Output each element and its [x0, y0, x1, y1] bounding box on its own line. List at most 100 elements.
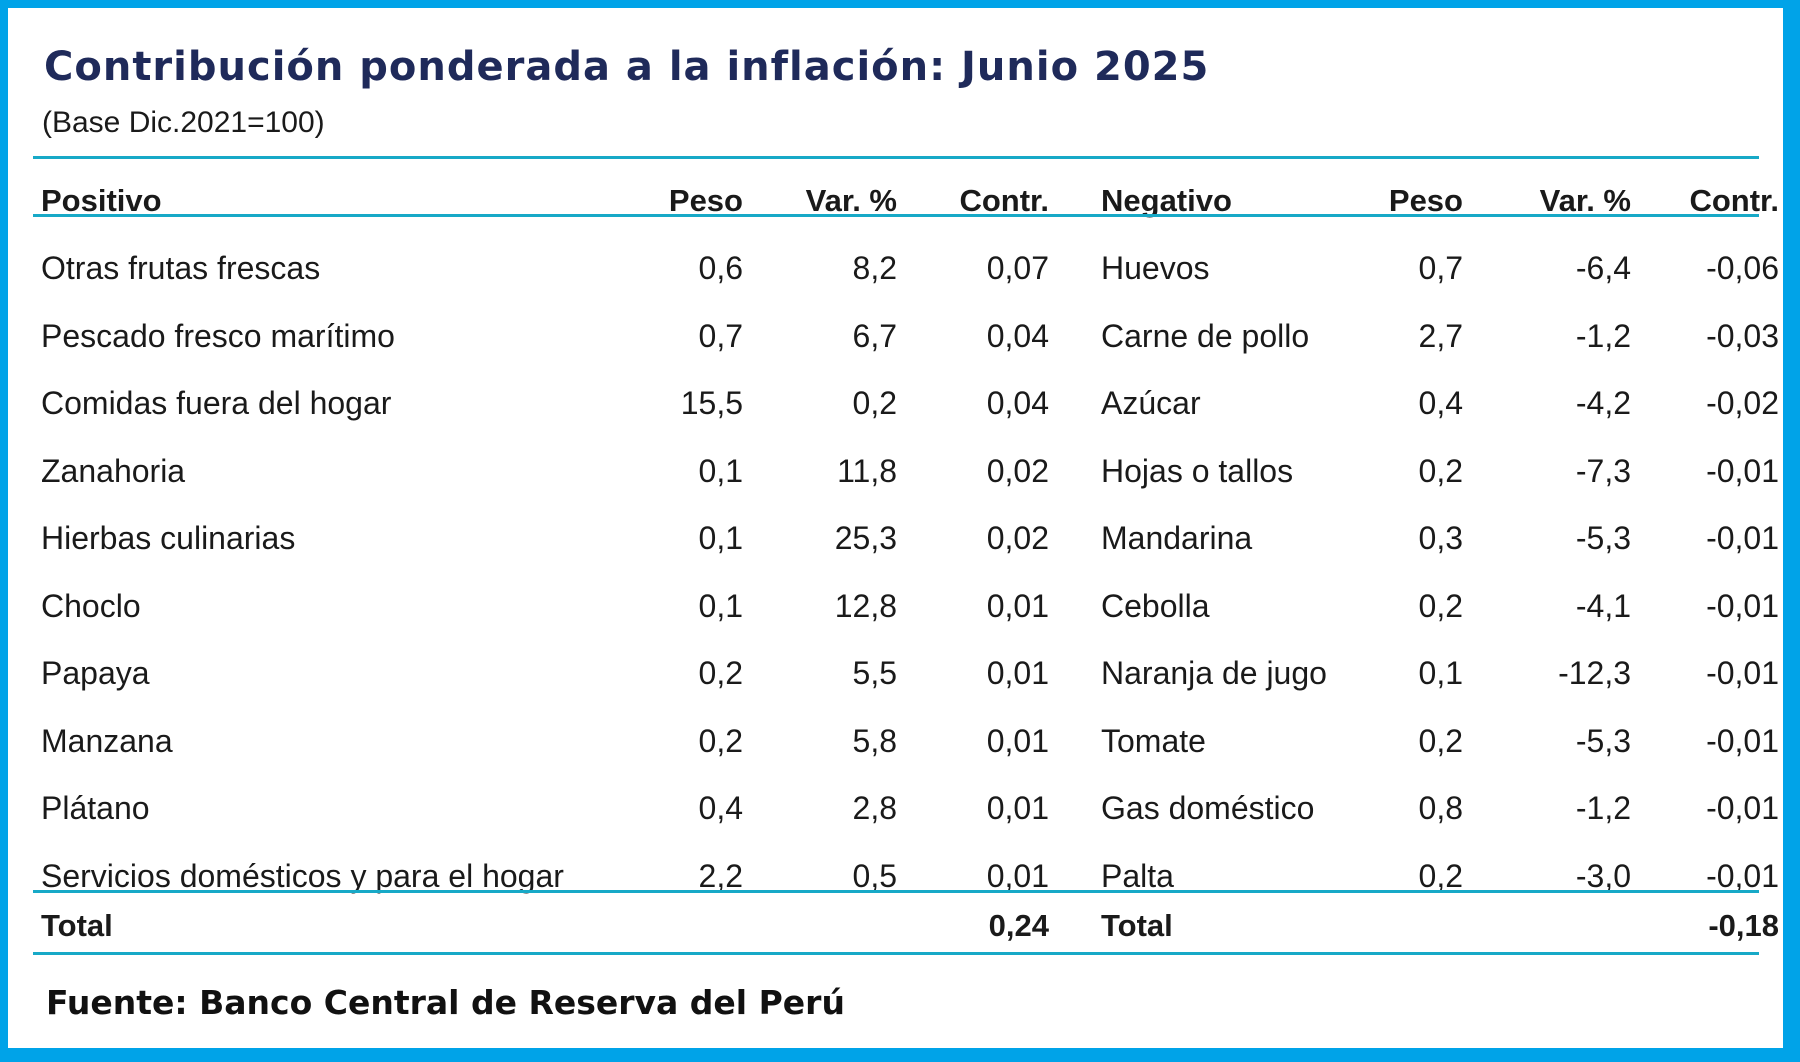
cell-neg-peso: 0,4	[1418, 385, 1463, 421]
cell-neg-var: -6,4	[1575, 250, 1631, 286]
total-value-pos: 0,24	[988, 908, 1049, 943]
cell-pos-item: Choclo	[41, 587, 141, 624]
cell-neg-item: Hojas o tallos	[1101, 452, 1294, 489]
cell-pos-peso: 0,4	[698, 790, 743, 826]
cell-pos-peso: 0,2	[698, 655, 743, 691]
cell-neg-item: Mandarina	[1101, 520, 1253, 556]
cell-neg-contr: -0,01	[1706, 655, 1779, 691]
cell-pos-var: 25,3	[834, 520, 897, 556]
cell-pos-item: Manzana	[41, 722, 173, 759]
cell-pos-item: Comidas fuera del hogar	[41, 385, 392, 421]
cell-pos-contr: 0,07	[986, 250, 1049, 286]
cell-neg-peso: 0,2	[1418, 857, 1463, 894]
cell-neg-contr: -0,01	[1706, 587, 1779, 624]
cell-neg-var: -4,2	[1575, 385, 1631, 421]
cell-neg-item: Cebolla	[1101, 587, 1210, 624]
cell-neg-contr: -0,01	[1706, 857, 1779, 894]
table-row: Hierbas culinarias 0,1 25,3 0,02 Mandarina 0,…	[33, 508, 1779, 568]
cell-pos-var: 11,8	[837, 452, 897, 489]
cell-neg-peso: 2,7	[1418, 317, 1463, 354]
header-contr-neg: Contr.	[1689, 183, 1779, 218]
cell-neg-var: -5,3	[1575, 520, 1631, 556]
cell-neg-peso: 0,7	[1418, 250, 1463, 286]
cell-neg-contr: -0,03	[1706, 317, 1779, 354]
totals-row: Total 0,24 Total -0,18	[33, 896, 1779, 956]
table-row: Plátano 0,4 2,8 0,01 Gas doméstico 0,8 -1,2 -0,…	[33, 778, 1779, 838]
cell-pos-contr: 0,01	[986, 857, 1049, 894]
bottom-rule	[33, 952, 1759, 955]
header-negativo: Negativo	[1101, 183, 1232, 218]
page-subtitle: (Base Dic.2021=100)	[42, 106, 325, 139]
table-row: Manzana 0,2 5,8 0,01 Tomate 0,2 -5,3 -0,01	[33, 711, 1779, 771]
header-peso-pos: Peso	[668, 183, 743, 218]
cell-pos-item: Hierbas culinarias	[41, 520, 296, 556]
cell-neg-contr: -0,01	[1706, 722, 1779, 759]
top-rule	[33, 156, 1759, 159]
cell-neg-var: -1,2	[1575, 790, 1631, 826]
cell-neg-contr: -0,01	[1706, 520, 1779, 556]
cell-pos-item: Servicios domésticos y para el hogar	[41, 857, 564, 894]
cell-pos-peso: 15,5	[680, 385, 743, 421]
cell-neg-var: -3,0	[1575, 857, 1631, 894]
header-contr-pos: Contr.	[959, 183, 1049, 218]
cell-pos-var: 2,8	[852, 790, 897, 826]
cell-neg-peso: 0,3	[1418, 520, 1463, 556]
source-note: Fuente: Banco Central de Reserva del Per…	[46, 983, 845, 1022]
cell-pos-var: 0,2	[852, 385, 897, 421]
header-rule	[33, 214, 1759, 217]
header-var-neg: Var. %	[1539, 183, 1631, 218]
total-label-pos: Total	[41, 908, 113, 943]
cell-pos-peso: 0,1	[698, 452, 743, 489]
cell-neg-item: Gas doméstico	[1101, 790, 1315, 826]
cell-neg-item: Carne de pollo	[1101, 317, 1310, 354]
cell-pos-contr: 0,02	[986, 452, 1049, 489]
table-row: Zanahoria 0,1 11,8 0,02 Hojas o tallos 0,2 -7,…	[33, 441, 1779, 501]
cell-pos-peso: 0,1	[698, 587, 743, 624]
table-card: Contribución ponderada a la inflación: J…	[8, 8, 1783, 1048]
cell-pos-var: 6,7	[852, 317, 897, 354]
cell-pos-item: Plátano	[41, 790, 150, 826]
cell-pos-contr: 0,01	[986, 655, 1049, 691]
cell-pos-item: Pescado fresco marítimo	[41, 317, 395, 354]
cell-neg-contr: -0,02	[1706, 385, 1779, 421]
cell-neg-item: Palta	[1101, 857, 1174, 894]
cell-neg-peso: 0,2	[1418, 452, 1463, 489]
cell-neg-var: -4,1	[1575, 587, 1631, 624]
cell-pos-item: Zanahoria	[41, 452, 186, 489]
table-row: Pescado fresco marítimo 0,7 6,7 0,04 Carne d…	[33, 306, 1779, 366]
cell-pos-var: 8,2	[852, 250, 897, 286]
cell-pos-peso: 0,6	[698, 250, 743, 286]
header-positivo: Positivo	[41, 183, 162, 218]
cell-neg-var: -1,2	[1575, 317, 1631, 354]
total-label-neg: Total	[1101, 908, 1173, 943]
cell-neg-item: Naranja de jugo	[1101, 655, 1327, 691]
cell-neg-var: -5,3	[1575, 722, 1631, 759]
cell-neg-peso: 0,8	[1418, 790, 1463, 826]
total-value-neg: -0,18	[1708, 908, 1779, 943]
cell-neg-var: -7,3	[1575, 452, 1631, 489]
cell-pos-contr: 0,01	[986, 790, 1049, 826]
cell-neg-item: Tomate	[1101, 722, 1206, 759]
cell-neg-item: Azúcar	[1101, 385, 1201, 421]
cell-pos-peso: 0,7	[698, 317, 743, 354]
cell-pos-item: Otras frutas frescas	[41, 250, 321, 286]
cell-pos-peso: 0,2	[698, 722, 743, 759]
cell-neg-var: -12,3	[1558, 655, 1631, 691]
cell-pos-contr: 0,04	[986, 317, 1049, 354]
cell-pos-contr: 0,01	[986, 587, 1049, 624]
page-title: Contribución ponderada a la inflación: J…	[44, 44, 1210, 90]
header-var-pos: Var. %	[805, 183, 897, 218]
body-bottom-rule	[33, 890, 1759, 893]
cell-neg-contr: -0,06	[1706, 250, 1779, 286]
cell-pos-var: 12,8	[834, 587, 897, 624]
table-row: Servicios domésticos y para el hogar 2,2 0…	[33, 846, 1779, 906]
cell-pos-peso: 2,2	[698, 857, 743, 894]
cell-neg-contr: -0,01	[1706, 790, 1779, 826]
header-peso-neg: Peso	[1388, 183, 1463, 218]
cell-pos-contr: 0,02	[986, 520, 1049, 556]
cell-neg-peso: 0,2	[1418, 722, 1463, 759]
cell-pos-peso: 0,1	[698, 520, 743, 556]
table-header-row: Positivo Peso Var. % Contr. Negativo Pes…	[33, 171, 1779, 231]
cell-pos-var: 5,8	[852, 722, 897, 759]
cell-neg-item: Huevos	[1101, 250, 1210, 286]
